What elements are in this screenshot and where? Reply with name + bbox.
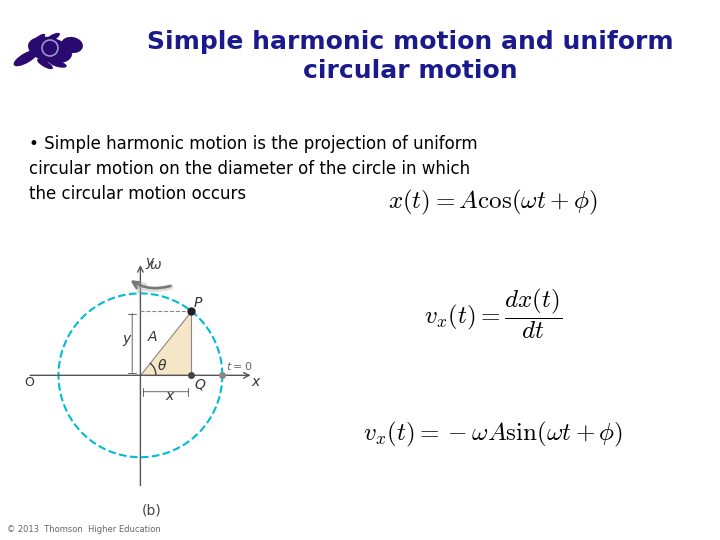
- Text: O: O: [24, 376, 34, 389]
- Ellipse shape: [28, 37, 72, 63]
- FancyArrowPatch shape: [132, 282, 171, 288]
- Ellipse shape: [49, 60, 67, 68]
- Text: $\omega$: $\omega$: [148, 258, 161, 272]
- Text: • Simple harmonic motion is the projection of uniform
circular motion on the dia: • Simple harmonic motion is the projecti…: [29, 135, 477, 203]
- Text: x: x: [166, 389, 174, 403]
- Text: © 2013  Thomson  Higher Education: © 2013 Thomson Higher Education: [7, 524, 161, 534]
- Ellipse shape: [31, 34, 45, 46]
- Ellipse shape: [14, 50, 38, 66]
- Polygon shape: [140, 310, 191, 375]
- Text: $\theta$: $\theta$: [157, 359, 167, 373]
- Ellipse shape: [37, 59, 53, 69]
- Text: $v_x(t) = \dfrac{dx(t)}{dt}$: $v_x(t) = \dfrac{dx(t)}{dt}$: [424, 286, 562, 341]
- Text: $x(t) = A\cos(\omega t + \phi)$: $x(t) = A\cos(\omega t + \phi)$: [388, 188, 598, 217]
- Ellipse shape: [61, 37, 83, 53]
- Text: Simple harmonic motion and uniform
circular motion: Simple harmonic motion and uniform circu…: [147, 30, 674, 83]
- Text: x: x: [251, 375, 259, 389]
- Text: Q: Q: [194, 377, 205, 392]
- Text: (b): (b): [141, 503, 161, 517]
- FancyArrowPatch shape: [135, 284, 171, 292]
- Text: $t=0$: $t=0$: [226, 360, 253, 373]
- Text: y: y: [122, 332, 130, 346]
- Text: y: y: [145, 255, 153, 269]
- Ellipse shape: [44, 33, 60, 43]
- Text: A: A: [148, 330, 157, 345]
- Text: $v_x(t) = -\omega A\sin(\omega t + \phi)$: $v_x(t) = -\omega A\sin(\omega t + \phi)…: [363, 420, 624, 449]
- Text: P: P: [194, 295, 202, 309]
